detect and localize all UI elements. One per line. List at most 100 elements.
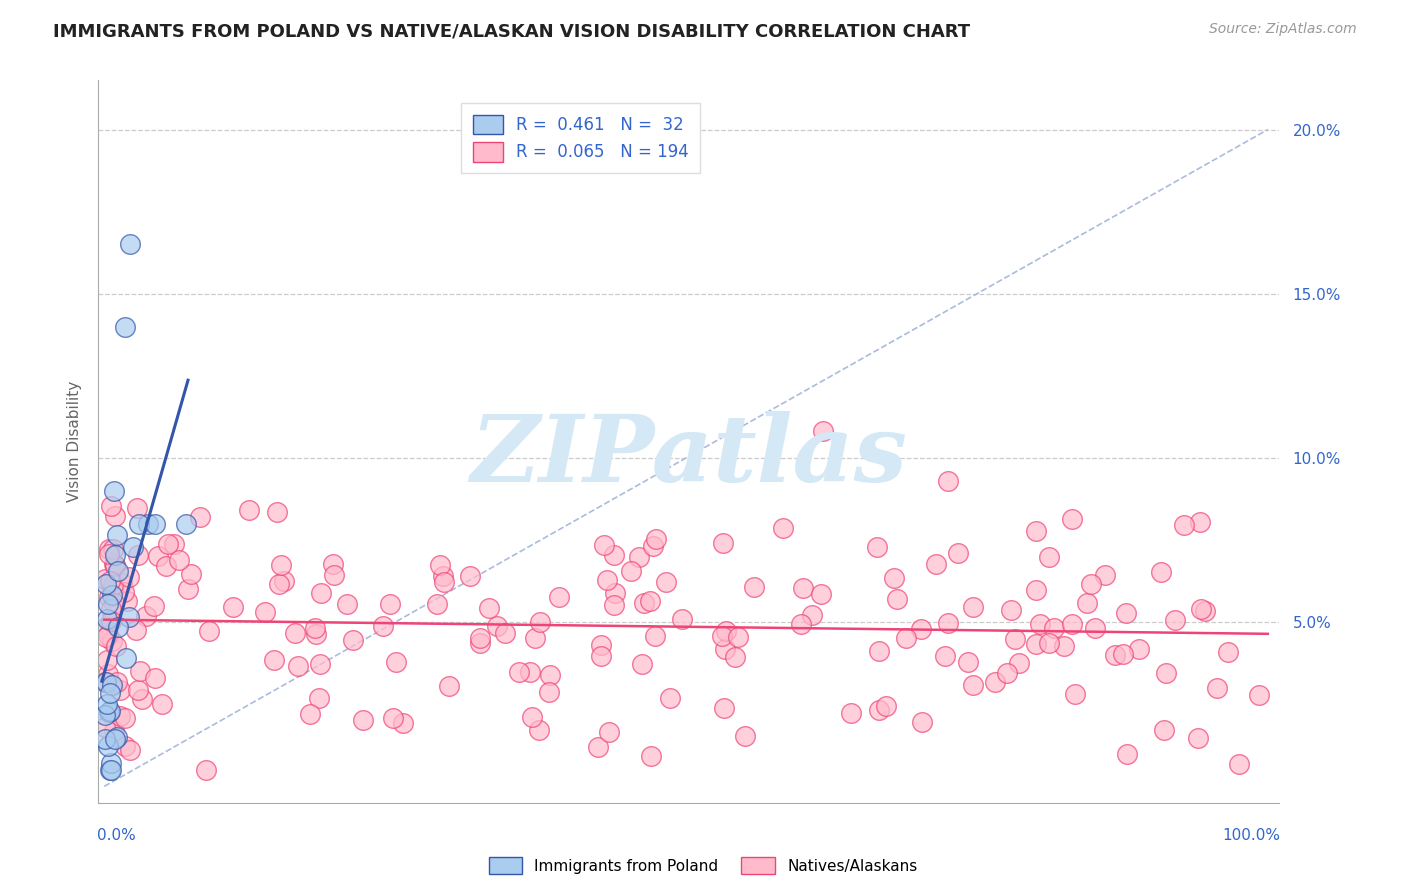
Point — [188, 510, 211, 524]
Point — [114, 711, 136, 725]
Point — [886, 591, 908, 606]
Point — [811, 424, 834, 438]
Point — [671, 612, 693, 626]
Point — [1128, 641, 1150, 656]
Point — [1063, 687, 1085, 701]
Point — [104, 508, 127, 523]
Point — [267, 577, 290, 591]
Point — [371, 618, 394, 632]
Point — [94, 621, 117, 635]
Point — [107, 620, 129, 634]
Point — [177, 582, 200, 596]
Point — [598, 725, 620, 739]
Point — [381, 710, 404, 724]
Point — [603, 548, 626, 562]
Point — [100, 756, 122, 770]
Point — [789, 616, 811, 631]
Point — [458, 569, 481, 583]
Point — [128, 516, 150, 531]
Point — [1116, 747, 1139, 761]
Point — [118, 569, 141, 583]
Point — [641, 539, 664, 553]
Point — [1004, 632, 1026, 646]
Point — [308, 691, 330, 706]
Point — [131, 691, 153, 706]
Point — [995, 665, 1018, 680]
Point — [336, 597, 359, 611]
Point — [1060, 617, 1083, 632]
Point — [135, 608, 157, 623]
Point — [128, 664, 150, 678]
Point — [167, 553, 190, 567]
Point — [1043, 620, 1066, 634]
Point — [710, 629, 733, 643]
Point — [1038, 636, 1060, 650]
Point — [655, 574, 678, 589]
Point — [174, 516, 197, 531]
Point — [97, 667, 120, 681]
Point — [273, 574, 295, 589]
Point — [548, 590, 571, 604]
Point — [519, 665, 541, 679]
Point — [127, 683, 149, 698]
Point — [96, 576, 118, 591]
Point — [108, 708, 131, 723]
Point — [429, 558, 451, 572]
Point — [94, 720, 117, 734]
Legend: Immigrants from Poland, Natives/Alaskans: Immigrants from Poland, Natives/Alaskans — [482, 851, 924, 880]
Point — [101, 578, 124, 592]
Point — [100, 614, 122, 628]
Point — [589, 639, 612, 653]
Point — [603, 598, 626, 612]
Point — [94, 731, 117, 746]
Point — [309, 657, 332, 672]
Point — [97, 628, 120, 642]
Point — [94, 675, 117, 690]
Point — [529, 615, 551, 629]
Point — [934, 648, 956, 663]
Point — [254, 605, 277, 619]
Point — [659, 690, 682, 705]
Point — [839, 706, 862, 720]
Point — [868, 703, 890, 717]
Point — [588, 740, 610, 755]
Point — [104, 731, 127, 746]
Point — [724, 650, 747, 665]
Point — [1062, 512, 1084, 526]
Point — [163, 537, 186, 551]
Point — [1076, 596, 1098, 610]
Point — [115, 650, 138, 665]
Point — [1194, 604, 1216, 618]
Point — [101, 588, 124, 602]
Point — [96, 630, 118, 644]
Point — [868, 644, 890, 658]
Point — [711, 536, 734, 550]
Point — [910, 622, 932, 636]
Point — [101, 677, 124, 691]
Point — [956, 655, 979, 669]
Point — [523, 631, 546, 645]
Point — [772, 521, 794, 535]
Point — [537, 685, 560, 699]
Point — [103, 558, 125, 572]
Point — [1084, 621, 1107, 635]
Point — [304, 621, 326, 635]
Point — [114, 739, 136, 754]
Point — [962, 678, 984, 692]
Point — [101, 583, 124, 598]
Point — [96, 612, 118, 626]
Point — [486, 619, 509, 633]
Point — [114, 319, 136, 334]
Point — [287, 658, 309, 673]
Point — [640, 593, 662, 607]
Point — [1187, 731, 1209, 745]
Point — [800, 607, 823, 622]
Point — [104, 548, 127, 562]
Point — [596, 574, 619, 588]
Point — [713, 701, 735, 715]
Text: 100.0%: 100.0% — [1223, 828, 1281, 843]
Point — [494, 625, 516, 640]
Point — [392, 715, 415, 730]
Point — [107, 564, 129, 578]
Point — [97, 739, 120, 753]
